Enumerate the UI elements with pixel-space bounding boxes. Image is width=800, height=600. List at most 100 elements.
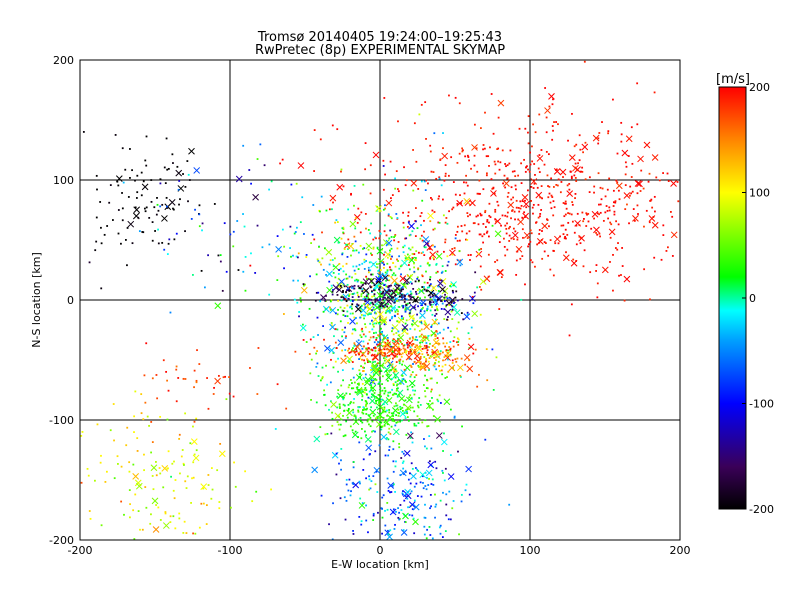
data-point [415,374,418,376]
data-point [151,239,154,242]
data-point [279,162,282,165]
data-point [402,529,405,531]
data-point [630,176,633,178]
data-point [504,163,507,165]
data-point [409,274,412,277]
data-point [207,474,210,476]
data-point [438,394,441,397]
data-point [371,430,373,433]
data-point [613,213,616,216]
data-point [340,448,343,450]
data-point [621,265,624,267]
data-point [145,135,148,138]
data-point [133,431,135,433]
data-point [488,235,490,238]
data-point [443,296,446,299]
data-point [136,450,139,452]
data-point [412,189,415,192]
data-point [350,254,352,257]
data-point [342,270,345,273]
data-point [623,299,626,302]
data-point [405,179,408,182]
data-point [449,285,452,287]
data-point [401,379,404,382]
data-point [498,308,501,310]
data-point [447,349,450,352]
data-point [424,321,427,324]
data-point [417,406,420,409]
data-point [566,233,569,236]
data-point [379,395,382,398]
data-point-cross [313,435,321,443]
data-point [496,200,499,203]
data-point [409,472,411,475]
data-point [596,233,599,236]
data-point [367,342,369,345]
data-point [439,532,442,535]
data-point [424,471,427,474]
data-point [647,180,650,183]
data-point [369,425,372,428]
data-point [421,239,424,242]
data-point [429,144,432,147]
data-point-cross [386,533,393,540]
data-point [430,390,433,393]
data-point [183,520,186,523]
data-point [295,182,298,185]
data-point [387,310,389,312]
data-point [467,254,470,257]
data-point [466,313,469,316]
data-point [129,148,131,150]
data-point [421,348,424,350]
data-point [457,450,459,453]
data-point [332,272,335,274]
data-point [456,357,459,360]
data-point [451,507,454,510]
data-point-cross [346,355,353,363]
data-point [255,490,258,493]
data-point [382,305,384,308]
data-point [184,480,187,483]
data-point [541,197,544,200]
data-point [426,289,428,292]
data-point [357,268,360,270]
data-point [346,304,349,307]
data-point [393,420,396,423]
data-point [178,433,181,436]
data-point [362,247,364,250]
data-point [562,202,565,204]
data-point [383,284,386,286]
data-point [435,368,438,371]
data-point [315,365,318,368]
data-point-cross [214,377,221,385]
data-point [358,441,361,444]
data-point [300,300,302,303]
data-point [368,261,371,264]
data-point-cross [515,245,523,253]
data-point [133,538,136,540]
data-point [401,419,403,422]
data-point [387,296,389,299]
data-point [442,337,445,340]
data-point [355,353,357,356]
data-point [295,255,298,258]
data-point [402,221,405,224]
data-point [421,199,424,202]
data-point [447,316,449,318]
data-point [365,389,368,391]
data-point [415,336,418,338]
data-point-cross [200,483,208,491]
data-point [173,460,175,463]
data-point [357,406,360,409]
data-point [315,291,318,294]
data-point [582,220,585,223]
data-point [607,217,609,220]
data-point-cross [408,256,416,264]
data-point [172,489,175,492]
data-point [575,180,578,182]
data-point-cross [324,345,331,352]
data-point [360,295,363,298]
data-point [494,172,497,175]
data-point [482,188,485,191]
